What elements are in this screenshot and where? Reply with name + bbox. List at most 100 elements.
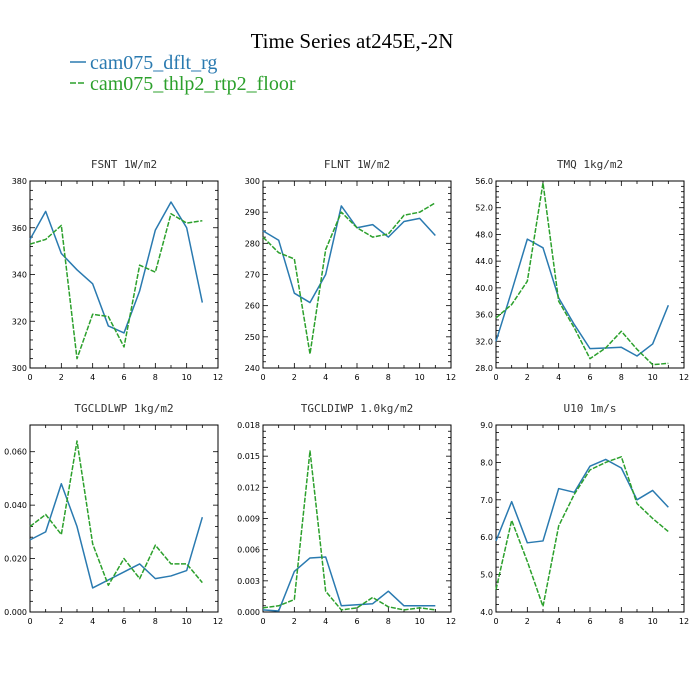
x-tick-label: 0 xyxy=(27,373,32,382)
x-tick-label: 10 xyxy=(648,617,658,626)
y-tick-label: 290 xyxy=(245,208,260,217)
x-tick-label: 6 xyxy=(587,617,592,626)
panels: FSNT 1W/m2 0 2 4 6 8 10 12 300 320 340 360 380 FLNT 1… xyxy=(4,158,689,626)
y-tick-label: 260 xyxy=(245,302,260,311)
panel-title: TGCLDIWP 1.0kg/m2 xyxy=(301,402,414,415)
legend-label-floor: cam075_thlp2_rtp2_floor xyxy=(90,73,296,95)
y-tick-label: 28.0 xyxy=(475,364,493,373)
y-tick-label: 6.0 xyxy=(480,533,493,542)
x-tick-label: 10 xyxy=(182,373,192,382)
y-tick-label: 300 xyxy=(12,364,27,373)
series-line-floor xyxy=(29,440,203,587)
figure-title: Time Series at245E,-2N xyxy=(251,29,454,53)
x-tick-label: 4 xyxy=(90,617,95,626)
y-tick-label: 240 xyxy=(245,364,260,373)
panel-5: TGCLDIWP 1.0kg/m2 0 2 4 6 8 10 12 0.000 0.003 0.00… xyxy=(237,402,456,626)
plot-frame xyxy=(29,424,219,613)
y-tick-label: 250 xyxy=(245,333,260,342)
y-tick-label: 0.012 xyxy=(237,483,260,492)
x-tick-label: 10 xyxy=(415,373,425,382)
y-tick-label: 44.0 xyxy=(475,257,493,266)
x-tick-label: 0 xyxy=(493,617,498,626)
y-tick-label: 52.0 xyxy=(475,204,493,213)
x-tick-label: 4 xyxy=(556,617,561,626)
y-tick-label: 5.0 xyxy=(480,571,493,580)
y-tick-label: 32.0 xyxy=(475,337,493,346)
y-tick-label: 270 xyxy=(245,271,260,280)
series-line-floor xyxy=(495,456,669,608)
y-tick-label: 4.0 xyxy=(480,608,493,617)
x-tick-label: 10 xyxy=(182,617,192,626)
series-line-dflt xyxy=(495,238,670,357)
plot-frame xyxy=(262,424,452,613)
y-tick-label: 0.015 xyxy=(237,452,260,461)
x-tick-label: 12 xyxy=(446,373,456,382)
legend-entry-dflt: cam075_dflt_rg xyxy=(70,52,217,74)
panel-title: FSNT 1W/m2 xyxy=(91,158,157,171)
series-line-dflt xyxy=(29,201,204,334)
x-tick-label: 8 xyxy=(619,617,624,626)
panel-3: TMQ 1kg/m2 0 2 4 6 8 10 12 28.0 32.0 36.0 40.0 44.0 4… xyxy=(475,158,689,382)
y-tick-label: 380 xyxy=(12,177,27,186)
y-tick-label: 320 xyxy=(12,317,27,326)
panel-4: TGCLDLWP 1kg/m2 0 2 4 6 8 10 12 0.000 0.020 0.040 0… xyxy=(4,402,223,626)
panel-title: TGCLDLWP 1kg/m2 xyxy=(74,402,173,415)
x-tick-label: 0 xyxy=(260,617,265,626)
x-tick-label: 8 xyxy=(386,617,391,626)
series-line-floor xyxy=(262,450,436,611)
x-tick-label: 6 xyxy=(354,617,359,626)
series-line-floor xyxy=(29,212,203,360)
y-tick-label: 280 xyxy=(245,239,260,248)
panel-title: U10 1m/s xyxy=(564,402,617,415)
panel-title: FLNT 1W/m2 xyxy=(324,158,390,171)
x-tick-label: 8 xyxy=(153,373,158,382)
legend: cam075_dflt_rg cam075_thlp2_rtp2_floor xyxy=(70,52,296,95)
y-tick-label: 300 xyxy=(245,177,260,186)
x-tick-label: 0 xyxy=(493,373,498,382)
x-tick-label: 2 xyxy=(292,373,297,382)
x-tick-label: 10 xyxy=(415,617,425,626)
x-tick-label: 0 xyxy=(260,373,265,382)
plot-frame xyxy=(29,180,219,369)
panel-2: FLNT 1W/m2 0 2 4 6 8 10 12 240 250 260 270 280 290 300 xyxy=(245,158,456,382)
x-tick-label: 10 xyxy=(648,373,658,382)
x-tick-label: 12 xyxy=(213,373,223,382)
y-tick-label: 7.0 xyxy=(480,496,493,505)
x-tick-label: 4 xyxy=(323,373,328,382)
x-tick-label: 4 xyxy=(90,373,95,382)
y-tick-label: 56.0 xyxy=(475,177,493,186)
x-tick-label: 6 xyxy=(121,373,126,382)
plot-frame xyxy=(262,180,452,369)
y-tick-label: 0.009 xyxy=(237,515,260,524)
series-line-dflt xyxy=(262,205,436,304)
y-tick-label: 0.018 xyxy=(237,421,260,430)
x-tick-label: 12 xyxy=(679,373,689,382)
x-tick-label: 8 xyxy=(619,373,624,382)
y-tick-label: 40.0 xyxy=(475,284,493,293)
x-tick-label: 8 xyxy=(386,373,391,382)
y-tick-label: 0.020 xyxy=(4,555,27,564)
legend-label-dflt: cam075_dflt_rg xyxy=(90,52,217,74)
series-line-dflt xyxy=(495,458,669,544)
panel-title: TMQ 1kg/m2 xyxy=(557,158,623,171)
series-line-dflt xyxy=(29,483,204,589)
y-tick-label: 9.0 xyxy=(480,421,493,430)
x-tick-label: 8 xyxy=(153,617,158,626)
x-tick-label: 12 xyxy=(213,617,223,626)
x-tick-label: 6 xyxy=(354,373,359,382)
y-tick-label: 0.060 xyxy=(4,448,27,457)
x-tick-label: 2 xyxy=(292,617,297,626)
y-tick-label: 0.000 xyxy=(4,608,27,617)
x-tick-label: 6 xyxy=(587,373,592,382)
y-tick-label: 0.040 xyxy=(4,501,27,510)
x-tick-label: 6 xyxy=(121,617,126,626)
plot-frame xyxy=(495,424,685,613)
y-tick-label: 360 xyxy=(12,224,27,233)
y-tick-label: 36.0 xyxy=(475,311,493,320)
x-tick-label: 12 xyxy=(446,617,456,626)
y-tick-label: 0.006 xyxy=(237,546,260,555)
x-tick-label: 4 xyxy=(323,617,328,626)
x-tick-label: 2 xyxy=(59,617,64,626)
plot-frame xyxy=(495,180,685,369)
